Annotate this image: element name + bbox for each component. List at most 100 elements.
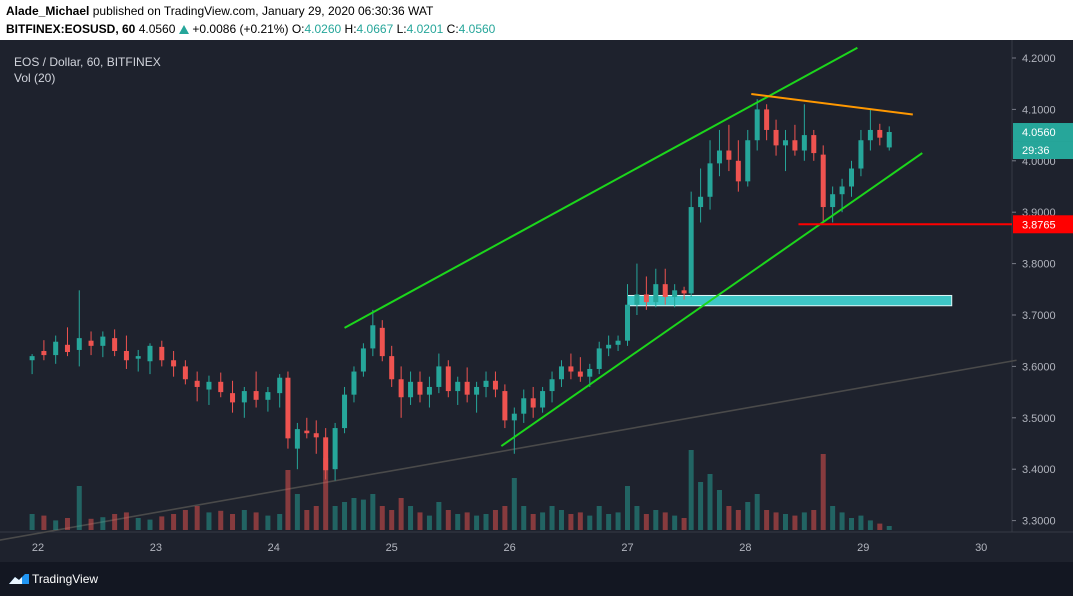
candle-body: [792, 140, 798, 151]
candle-body: [530, 398, 536, 408]
candle-body: [351, 371, 357, 395]
volume-bar: [577, 512, 583, 530]
volume-bar: [112, 514, 118, 530]
tradingview-logo-icon[interactable]: [8, 571, 30, 587]
candle-body: [304, 430, 310, 434]
candle-body: [568, 366, 574, 372]
candle-body: [653, 284, 659, 303]
candle-body: [294, 429, 300, 449]
candle-body: [625, 304, 630, 341]
volume-bar: [123, 512, 129, 530]
candle-body: [277, 377, 283, 394]
last-price: 4.0560: [138, 22, 176, 36]
candle-body: [643, 294, 649, 303]
volume-bar: [606, 514, 612, 530]
price-tick-label: 4.1000: [1022, 104, 1056, 116]
candle-body: [726, 150, 732, 160]
volume-bar: [653, 510, 659, 530]
volume-bar: [159, 516, 165, 530]
candle-body: [474, 386, 480, 395]
candle-body: [241, 391, 247, 403]
high-label: H:: [344, 22, 357, 36]
close-value: 4.0560: [458, 22, 496, 36]
candle-body: [820, 154, 826, 208]
publish-info: Alade_Michael published on TradingView.c…: [6, 4, 433, 18]
brand-name[interactable]: TradingView: [32, 572, 99, 586]
close-label: C:: [446, 22, 459, 36]
candle-body: [64, 344, 70, 353]
volume-bar: [455, 514, 461, 530]
volume-bar: [568, 514, 574, 530]
volume-bar: [100, 517, 106, 530]
volume-bar: [625, 486, 630, 530]
price-tick-label: 3.3000: [1022, 516, 1056, 528]
candle-body: [521, 398, 527, 414]
volume-bar: [735, 510, 741, 530]
candle-body: [218, 381, 224, 393]
volume-bar: [218, 510, 224, 530]
candle-body: [511, 413, 517, 421]
footer: TradingView: [0, 562, 1073, 596]
volume-bar: [849, 518, 855, 530]
volume-bar: [445, 510, 451, 530]
candle-body: [587, 368, 593, 377]
volume-bar: [549, 506, 555, 530]
candle-body: [634, 294, 640, 305]
countdown-text: 29:36: [1022, 145, 1050, 157]
volume-bar: [521, 506, 527, 530]
volume-bar: [681, 518, 687, 530]
volume-bar: [745, 502, 751, 530]
candle-body: [764, 109, 770, 130]
volume-bar: [886, 526, 892, 530]
volume-bar: [135, 518, 141, 530]
volume-bar: [587, 515, 593, 530]
time-tick-label: 23: [150, 542, 162, 554]
candle-body: [53, 341, 59, 356]
candle-body: [877, 129, 883, 138]
volume-bar: [839, 512, 845, 530]
chart-legend: EOS / Dollar, 60, BITFINEX Vol (20): [14, 54, 161, 86]
volume-bar: [332, 506, 338, 530]
volume-bar: [408, 506, 414, 530]
candle-body: [615, 340, 621, 345]
volume-bar: [716, 490, 722, 530]
price-chart[interactable]: 4.20004.10004.00003.90003.80003.70003.60…: [0, 40, 1073, 562]
time-tick-label: 27: [621, 542, 633, 554]
volume-bar: [820, 454, 826, 530]
volume-bar: [530, 514, 536, 530]
candle-body: [698, 196, 704, 208]
volume-bar: [265, 515, 271, 530]
symbol-name: BITFINEX:EOSUSD, 60: [6, 22, 136, 36]
open-value: 4.0260: [304, 22, 342, 36]
candle-body: [483, 380, 489, 387]
open-label: O:: [291, 22, 305, 36]
volume-bar: [171, 514, 177, 530]
volume-bar: [502, 506, 508, 530]
candle-body: [147, 345, 153, 362]
moving-average-line: [0, 359, 1017, 541]
volume-bar: [492, 510, 498, 530]
volume-bar: [88, 518, 94, 530]
author-name[interactable]: Alade_Michael: [6, 4, 90, 18]
volume-bar: [643, 514, 649, 530]
volume-bar: [464, 512, 470, 530]
candle-body: [370, 325, 376, 349]
time-tick-label: 29: [857, 542, 869, 554]
volume-bar: [277, 514, 283, 530]
volume-bar: [370, 494, 376, 530]
chart-title: EOS / Dollar, 60, BITFINEX: [14, 55, 161, 69]
volume-bar: [688, 450, 694, 530]
candle-body: [323, 437, 329, 471]
candle-body: [206, 381, 212, 390]
candle-body: [596, 348, 602, 369]
candle-body: [558, 366, 564, 380]
volume-bar: [830, 506, 836, 530]
candle-body: [313, 433, 319, 438]
candle-body: [123, 350, 129, 361]
chart-area[interactable]: 4.2000 4.1000 4.0000 3.9000 3.8000 3.7000 3.60…: [0, 40, 1073, 562]
volume-bar: [811, 510, 817, 530]
volume-bar: [351, 498, 357, 530]
candle-body: [436, 366, 442, 387]
countdown-tag: [1013, 141, 1073, 160]
volume-bar: [182, 510, 188, 530]
